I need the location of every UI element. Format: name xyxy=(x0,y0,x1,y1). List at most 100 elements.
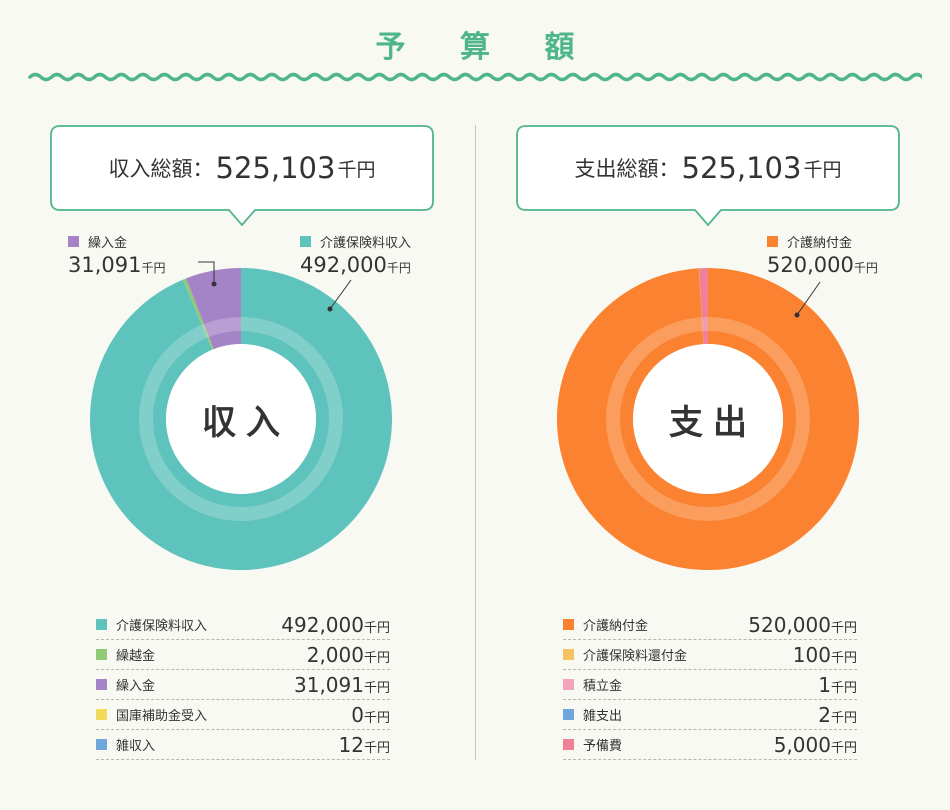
item-name: 積立金 xyxy=(583,679,623,694)
table-row: 繰越金 2,000千円 xyxy=(96,640,390,670)
expense-total-unit: 千円 xyxy=(803,158,842,181)
speech-bubble-shape xyxy=(50,125,434,227)
donut-slice-5 xyxy=(698,268,708,345)
donut-hole xyxy=(633,344,783,494)
callout-care-payment: 介護納付金 520,000千円 xyxy=(767,232,878,277)
donut-highlight-ring xyxy=(139,317,343,521)
item-amount: 100 xyxy=(792,642,831,667)
donut-highlight-ring xyxy=(606,317,810,521)
callout-amount: 520,000 xyxy=(767,253,854,277)
expense-total-label: 支出総額： xyxy=(574,157,680,181)
donut-hole xyxy=(166,344,316,494)
legend-swatch xyxy=(767,236,778,247)
income-donut-chart: 収入 xyxy=(90,268,393,574)
item-amount: 0 xyxy=(351,702,364,727)
item-amount: 492,000 xyxy=(281,612,364,637)
table-row: 介護納付金 520,000千円 xyxy=(563,610,857,640)
expense-donut-chart: 支出 xyxy=(557,268,859,574)
expense-total-amount: 525,103 xyxy=(681,151,802,185)
income-donut-svg xyxy=(90,268,393,570)
expense-donut-svg xyxy=(557,268,859,570)
legend-swatch xyxy=(68,236,79,247)
income-total-amount: 525,103 xyxy=(215,151,336,185)
legend-swatch xyxy=(563,619,574,630)
item-unit: 千円 xyxy=(830,740,857,756)
item-amount: 2,000 xyxy=(306,642,364,667)
income-legend-table: 介護保険料収入 492,000千円 繰越金 2,000千円 繰入金 31,091千円 … xyxy=(96,610,390,760)
income-center-label: 収入 xyxy=(202,402,290,443)
callout-label: 介護納付金 xyxy=(787,236,853,251)
item-unit: 千円 xyxy=(363,650,390,666)
donut-slice-4 xyxy=(698,268,704,345)
item-name: 国庫補助金受入 xyxy=(116,709,208,724)
table-row: 予備費 5,000千円 xyxy=(563,730,857,760)
legend-swatch xyxy=(563,679,574,690)
legend-swatch xyxy=(563,709,574,720)
item-unit: 千円 xyxy=(830,710,857,726)
item-name: 雑収入 xyxy=(116,739,156,754)
item-unit: 千円 xyxy=(363,740,390,756)
item-unit: 千円 xyxy=(363,680,390,696)
item-amount: 520,000 xyxy=(748,612,831,637)
expense-total-bubble: 支出総額： 525,103 千円 xyxy=(516,125,900,227)
table-row: 雑支出 2千円 xyxy=(563,700,857,730)
item-unit: 千円 xyxy=(830,650,857,666)
item-amount: 12 xyxy=(338,732,364,757)
item-amount: 2 xyxy=(818,702,831,727)
callout-unit: 千円 xyxy=(386,261,411,275)
wavy-divider xyxy=(28,72,922,82)
table-row: 繰入金 31,091千円 xyxy=(96,670,390,700)
item-name: 繰越金 xyxy=(116,649,156,664)
income-total-bubble: 収入総額： 525,103 千円 xyxy=(50,125,434,227)
callout-unit: 千円 xyxy=(853,261,878,275)
donut-slice-1 xyxy=(90,268,393,570)
donut-slice-2 xyxy=(182,278,214,350)
legend-swatch xyxy=(96,619,107,630)
legend-swatch xyxy=(300,236,311,247)
expense-legend-table: 介護納付金 520,000千円 介護保険料還付金 100千円 積立金 1千円 雑支出 2… xyxy=(563,610,857,760)
income-panel: 収入総額： 525,103 千円 繰入金 31,091千円 介護保険料収入 49… xyxy=(50,125,434,760)
table-row: 雑収入 12千円 xyxy=(96,730,390,760)
item-amount: 5,000 xyxy=(773,732,831,757)
item-name: 介護保険料還付金 xyxy=(583,649,688,664)
item-unit: 千円 xyxy=(363,710,390,726)
callout-amount: 31,091 xyxy=(68,253,142,277)
expense-panel: 支出総額： 525,103 千円 介護納付金 520,000千円 支出 介護納付… xyxy=(475,0,950,810)
donut-slice-3 xyxy=(186,268,241,350)
legend-swatch xyxy=(96,709,107,720)
callout-premium-income: 介護保険料収入 492,000千円 xyxy=(300,232,411,277)
callout-unit: 千円 xyxy=(141,261,166,275)
donut-slice-2 xyxy=(698,268,704,345)
item-unit: 千円 xyxy=(830,620,857,636)
legend-swatch xyxy=(96,679,107,690)
item-name: 繰入金 xyxy=(116,679,156,694)
legend-swatch xyxy=(96,739,107,750)
table-row: 積立金 1千円 xyxy=(563,670,857,700)
item-name: 予備費 xyxy=(583,739,623,754)
table-row: 介護保険料還付金 100千円 xyxy=(563,640,857,670)
item-amount: 31,091 xyxy=(294,672,364,697)
item-name: 介護保険料収入 xyxy=(116,619,208,634)
item-unit: 千円 xyxy=(830,680,857,696)
legend-swatch xyxy=(563,739,574,750)
legend-swatch xyxy=(563,649,574,660)
expense-center-label: 支出 xyxy=(669,402,757,443)
donut-slice-3 xyxy=(698,268,704,345)
item-unit: 千円 xyxy=(363,620,390,636)
income-total-label: 収入総額： xyxy=(108,157,214,181)
callout-amount: 492,000 xyxy=(300,253,387,277)
page-title: 予 算 額 xyxy=(375,30,597,65)
table-row: 国庫補助金受入 0千円 xyxy=(96,700,390,730)
legend-swatch xyxy=(96,649,107,660)
item-name: 介護納付金 xyxy=(583,619,649,634)
column-divider xyxy=(475,125,476,760)
callout-label: 介護保険料収入 xyxy=(320,236,412,251)
callout-transfer-in: 繰入金 31,091千円 xyxy=(68,232,166,277)
donut-slice-1 xyxy=(557,268,859,570)
speech-bubble-shape xyxy=(516,125,900,227)
item-amount: 1 xyxy=(818,672,831,697)
callout-label: 繰入金 xyxy=(88,236,128,251)
table-row: 介護保険料収入 492,000千円 xyxy=(96,610,390,640)
item-name: 雑支出 xyxy=(583,709,623,724)
income-total-unit: 千円 xyxy=(337,158,376,181)
